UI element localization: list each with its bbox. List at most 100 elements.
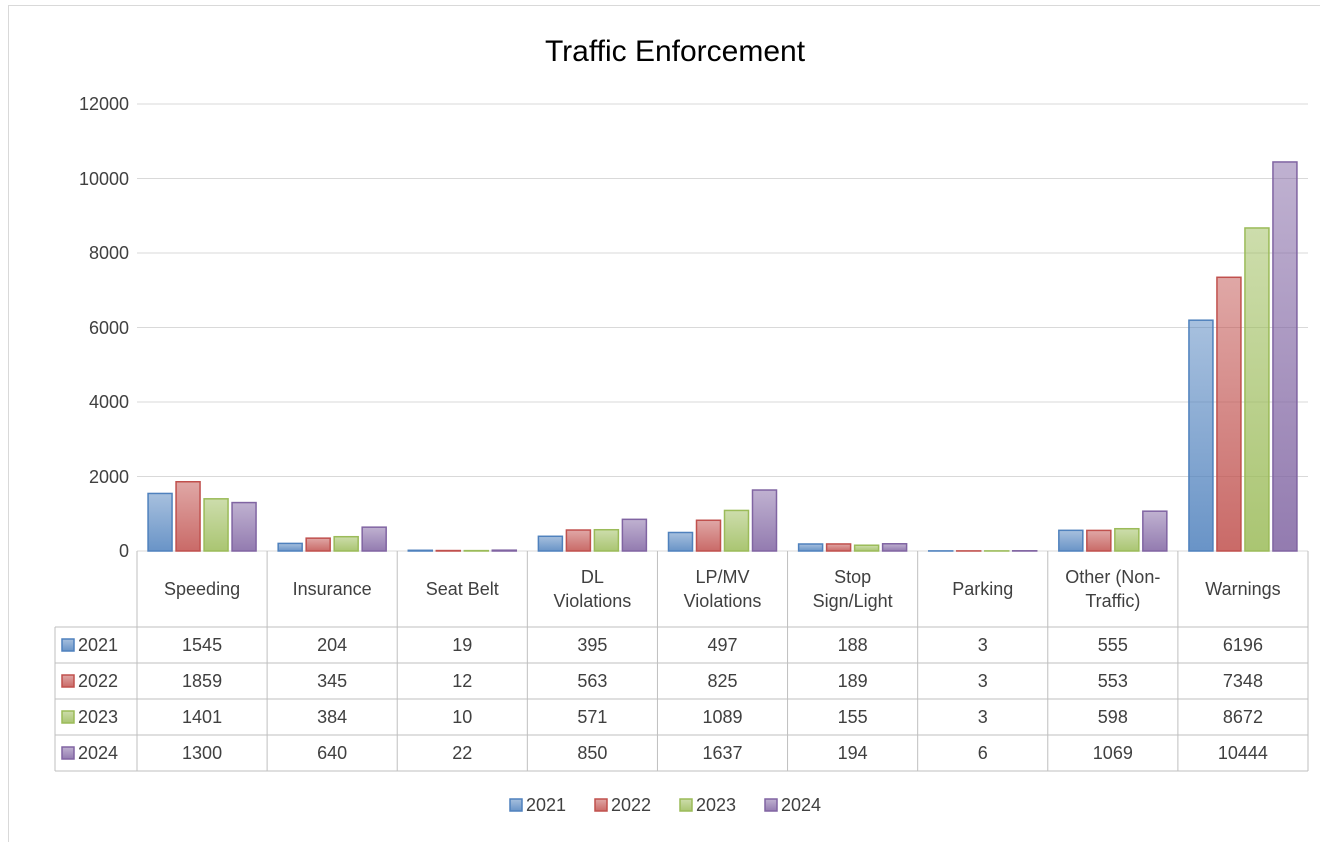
- bar: [361, 526, 387, 552]
- y-tick-label: 8000: [88, 243, 129, 263]
- bar: [203, 498, 229, 552]
- table-value: 850: [577, 743, 608, 763]
- table-value: 1859: [182, 671, 223, 691]
- legend-key: [594, 798, 608, 812]
- table-value: 194: [837, 743, 868, 763]
- table-value: 204: [317, 635, 348, 655]
- legend-key: [61, 638, 75, 652]
- category-label: Speeding: [164, 579, 241, 599]
- table-value: 1300: [182, 743, 223, 763]
- bar: [1142, 510, 1168, 552]
- bar: [175, 481, 201, 552]
- bar: [825, 543, 852, 552]
- table-value: 384: [317, 707, 348, 727]
- table-value: 563: [577, 671, 608, 691]
- table-value: 571: [577, 707, 608, 727]
- bar: [1216, 276, 1242, 552]
- category-label: Parking: [952, 579, 1014, 599]
- y-tick-label: 6000: [88, 317, 129, 338]
- bar: [537, 535, 564, 552]
- table-value: 3: [977, 671, 988, 691]
- bar: [277, 542, 303, 552]
- row-label: 2022: [78, 671, 119, 691]
- bar: [723, 509, 750, 552]
- bar: [881, 543, 908, 552]
- category-label: LP/MV Violations: [683, 567, 762, 611]
- bar: [231, 501, 257, 552]
- bar: [407, 549, 434, 552]
- table-value: 640: [317, 743, 348, 763]
- legend-label: 2022: [611, 795, 652, 815]
- table-value: 1089: [702, 707, 743, 727]
- table-value: 1069: [1092, 743, 1133, 763]
- table-value: 188: [837, 635, 868, 655]
- category-label: DL Violations: [553, 567, 632, 611]
- bar: [147, 492, 173, 552]
- category-label: Insurance: [292, 579, 372, 599]
- table-value: 1401: [182, 707, 223, 727]
- row-label: 2024: [78, 743, 119, 763]
- table-value: 6196: [1222, 635, 1263, 655]
- y-tick-label: 12000: [78, 94, 129, 114]
- table-value: 598: [1097, 707, 1128, 727]
- row-label: 2021: [78, 635, 119, 655]
- legend-key: [764, 798, 778, 812]
- table-value: 7348: [1222, 671, 1263, 691]
- bar: [1114, 527, 1140, 552]
- category-label: Other (Non-Traffic): [1065, 567, 1161, 611]
- table-value: 22: [452, 743, 473, 763]
- category-label: Stop Sign/Light: [812, 567, 893, 611]
- bar: [751, 489, 778, 552]
- bar: [667, 531, 694, 552]
- bar: [1086, 529, 1112, 552]
- y-tick-label: 4000: [88, 392, 129, 412]
- table-value: 1637: [702, 743, 743, 763]
- table-value: 189: [837, 671, 868, 691]
- bar: [1272, 161, 1298, 552]
- category-label: Warnings: [1205, 579, 1281, 599]
- bar: [1244, 227, 1270, 552]
- table-value: 6: [977, 743, 988, 763]
- legend-label: 2021: [526, 795, 567, 815]
- legend-key: [679, 798, 693, 812]
- table-value: 497: [707, 635, 738, 655]
- table-value: 553: [1097, 671, 1128, 691]
- legend-key: [509, 798, 523, 812]
- bar: [305, 537, 331, 552]
- legend-key: [61, 710, 75, 724]
- bar: [1058, 529, 1084, 552]
- table-value: 3: [977, 635, 988, 655]
- legend-label: 2024: [781, 795, 822, 815]
- bar: [621, 518, 648, 552]
- chart-border: [8, 5, 1320, 842]
- bar: [565, 529, 592, 552]
- legend-key: [61, 746, 75, 760]
- legend-label: 2023: [696, 795, 737, 815]
- bar: [797, 543, 824, 552]
- bar: [1188, 319, 1214, 552]
- bar: [695, 519, 722, 552]
- y-tick-label: 2000: [88, 466, 129, 487]
- legend-key: [61, 674, 75, 688]
- y-tick-label: 0: [118, 541, 129, 561]
- category-label: Seat Belt: [425, 579, 499, 599]
- table-value: 10444: [1217, 743, 1268, 763]
- bar: [333, 535, 359, 552]
- y-tick-label: 10000: [78, 168, 129, 189]
- table-value: 555: [1097, 635, 1128, 655]
- bar: [593, 528, 620, 552]
- table-value: 12: [452, 671, 473, 691]
- table-value: 10: [452, 707, 473, 727]
- table-value: 1545: [182, 635, 223, 655]
- table-value: 3: [977, 707, 988, 727]
- chart-title: Traffic Enforcement: [544, 35, 806, 68]
- bar: [853, 544, 880, 552]
- row-label: 2023: [78, 707, 119, 727]
- table-value: 395: [577, 635, 608, 655]
- table-value: 8672: [1222, 707, 1263, 727]
- table-value: 825: [707, 671, 738, 691]
- bar: [491, 549, 518, 552]
- table-value: 155: [837, 707, 868, 727]
